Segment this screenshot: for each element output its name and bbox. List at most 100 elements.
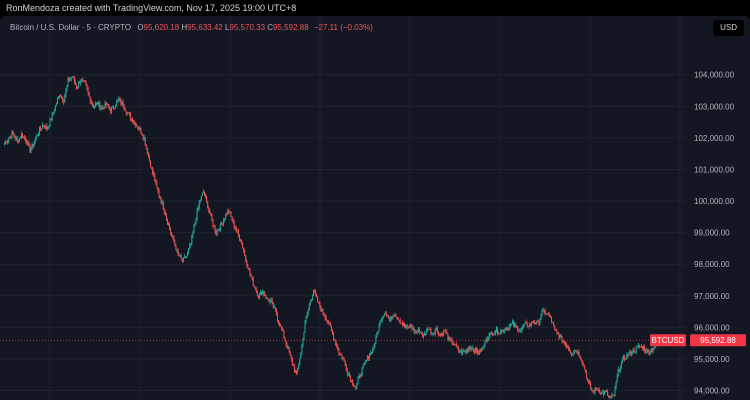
candle-body <box>42 125 44 129</box>
candle-body <box>55 103 57 106</box>
candle-body <box>246 260 248 266</box>
candle-body <box>37 133 39 136</box>
candle-body <box>43 125 45 127</box>
candle-body <box>47 126 49 130</box>
candle-body <box>279 322 281 327</box>
candle-body <box>523 324 525 327</box>
candle-body <box>286 344 288 349</box>
candle-body <box>262 290 264 295</box>
candle-body <box>566 346 568 348</box>
candle-body <box>11 132 13 138</box>
candle-body <box>353 384 355 387</box>
candle-body <box>512 321 514 326</box>
candle-body <box>302 340 304 346</box>
candle-body <box>446 331 448 334</box>
candle-body <box>536 321 538 324</box>
ohlc-legend: Bitcoin / U.S. Dollar · 5 · CRYPTO O95,6… <box>10 23 373 32</box>
candle-body <box>8 138 10 141</box>
candle-body <box>92 104 94 108</box>
candle-body <box>564 343 566 345</box>
last-price-line: BTCUSD 95,592.88 <box>0 334 746 347</box>
candle-body <box>575 350 577 352</box>
candle-body <box>162 202 164 210</box>
price-chart[interactable]: BTCUSD 95,592.88 94,000.00 95,000.00 96,000… <box>0 16 750 400</box>
candle-body <box>535 323 537 324</box>
candle-body <box>382 316 384 318</box>
candle-body <box>368 356 370 359</box>
candle-body <box>68 78 70 81</box>
candle-body <box>289 352 291 356</box>
candle-body <box>352 380 354 385</box>
candle-body <box>493 332 495 335</box>
candle-body <box>373 346 375 349</box>
candle-body <box>100 107 102 109</box>
candle-body <box>50 119 52 121</box>
candle-body <box>190 243 192 245</box>
candle-body <box>136 125 138 127</box>
candle-body <box>429 329 431 330</box>
candle-body <box>579 355 581 358</box>
candle-body <box>198 201 200 208</box>
candle-body <box>504 328 506 331</box>
candle-body <box>613 394 615 396</box>
candle-body <box>232 220 234 222</box>
candle-body <box>553 322 555 327</box>
candle-body <box>571 352 573 355</box>
candle-body <box>520 330 522 332</box>
candle-body <box>110 107 112 112</box>
candle-body <box>584 369 586 373</box>
candle-body <box>642 346 644 350</box>
candle-body <box>328 322 330 324</box>
candle-body <box>111 105 113 108</box>
candle-body <box>431 334 433 336</box>
candle-body <box>447 333 449 340</box>
y-tick-label: 95,000.00 <box>694 355 730 364</box>
candle-body <box>153 172 155 176</box>
candle-body <box>648 351 650 355</box>
candle-body <box>336 344 338 347</box>
candle-body <box>494 331 496 333</box>
candle-body <box>23 136 25 138</box>
candle-body <box>22 133 24 138</box>
candle-body <box>154 175 156 182</box>
symbol-description: Bitcoin / U.S. Dollar · 5 · CRYPTO <box>10 23 132 32</box>
candle-body <box>304 322 306 332</box>
candle-body <box>375 335 377 343</box>
candle-body <box>236 230 238 232</box>
candle-body <box>316 294 318 297</box>
candle-body <box>561 335 563 342</box>
candle-body <box>12 132 14 134</box>
candle-body <box>475 347 477 351</box>
candle-body <box>438 333 440 335</box>
candle-body <box>377 331 379 334</box>
candle-body <box>284 337 286 341</box>
candle-body <box>317 296 319 303</box>
candle-body <box>598 389 600 393</box>
close-value: 95,592.88 <box>273 23 309 32</box>
candle-body <box>228 210 230 212</box>
candle-body <box>509 324 511 327</box>
candle-body <box>357 378 359 384</box>
candle-body <box>192 232 194 237</box>
candle-body <box>20 133 22 138</box>
candle-body <box>640 346 642 348</box>
candle-body <box>538 321 540 324</box>
candle-body <box>628 353 630 357</box>
candle-body <box>269 300 271 302</box>
candle-body <box>528 324 530 328</box>
candle-body <box>91 102 93 105</box>
candle-body <box>612 394 614 396</box>
currency-badge[interactable]: USD <box>713 20 744 36</box>
candle-body <box>547 313 549 316</box>
candle-body <box>315 290 317 295</box>
candle-body <box>207 201 209 209</box>
candle-body <box>623 356 625 359</box>
open-value: 95,620.18 <box>143 23 180 32</box>
candle-body <box>501 329 503 331</box>
candle-body <box>26 141 28 145</box>
candle-body <box>170 229 172 234</box>
chart-panel: Bitcoin / U.S. Dollar · 5 · CRYPTO O95,6… <box>0 16 750 400</box>
candle-body <box>507 327 509 330</box>
candle-body <box>631 353 633 355</box>
candle-body <box>335 340 337 345</box>
